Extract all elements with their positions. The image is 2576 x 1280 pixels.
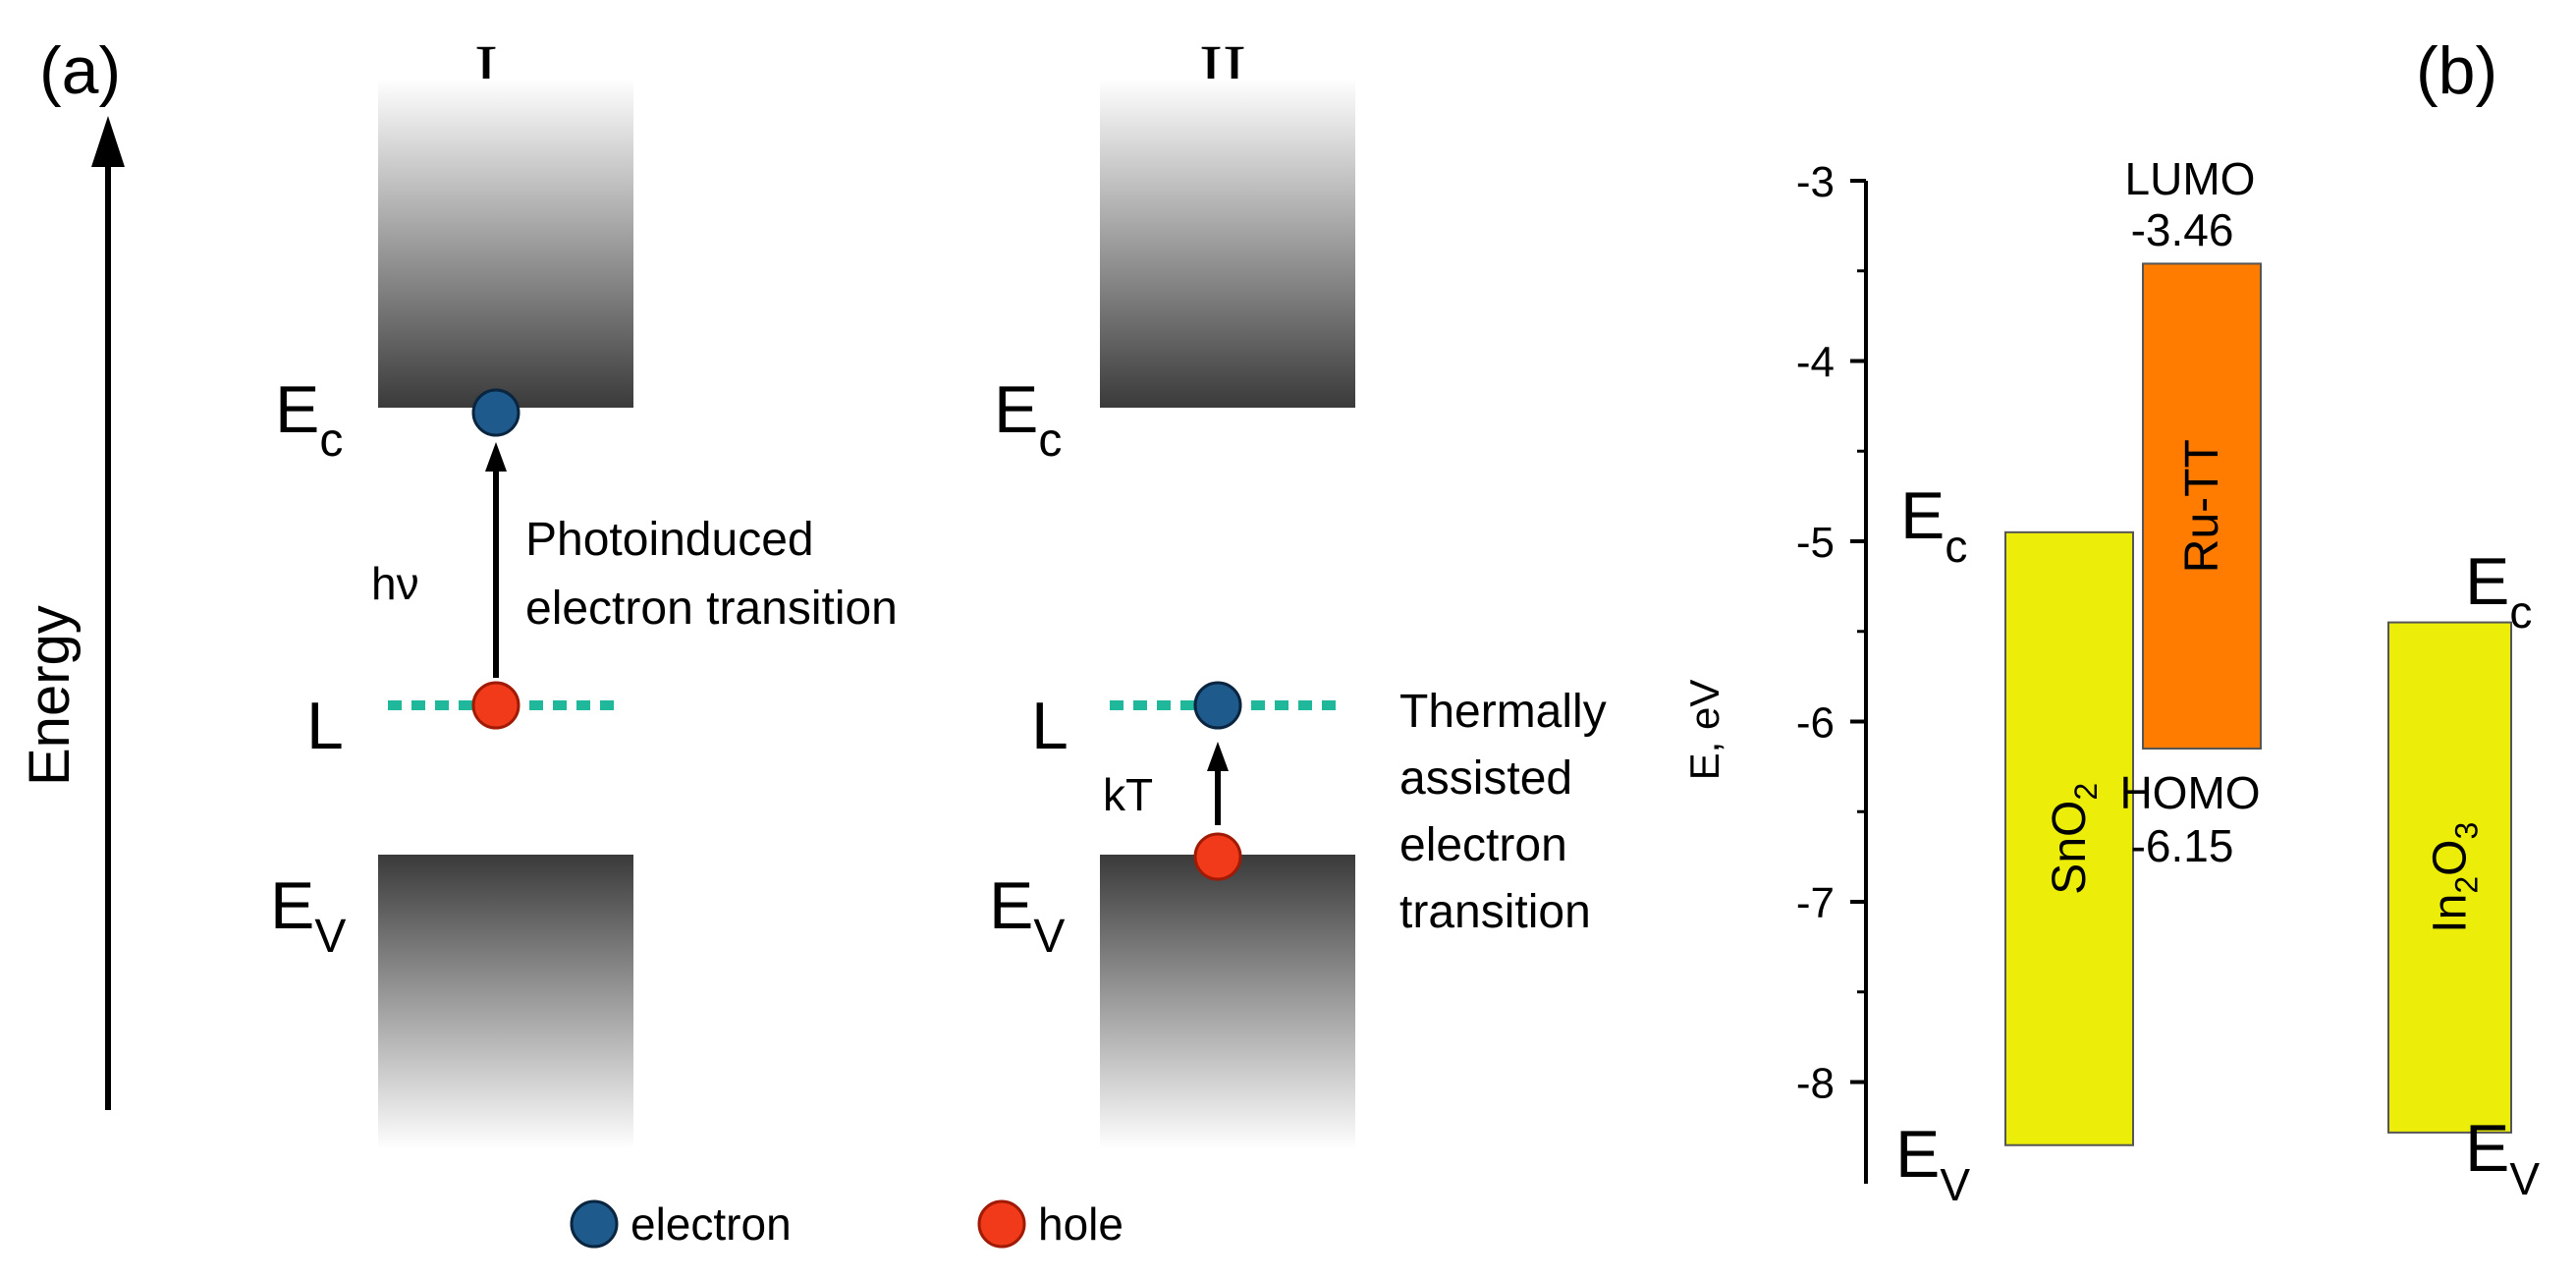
in2o3-ev-label: EV	[2465, 1111, 2540, 1204]
y-tick-label: -5	[1796, 519, 1835, 567]
mechanism-II-desc-line1: Thermally	[1399, 686, 1607, 738]
in2o3-ec-label: Ec	[2465, 544, 2532, 638]
energy-bar-label: SnO2	[2044, 783, 2104, 895]
mechanism-I-valence-band	[378, 855, 633, 1149]
mechanism-I-level-label: L	[306, 689, 344, 763]
mechanism-II-ev-label: EV	[989, 868, 1065, 963]
mechanism-II-transition-arrowhead	[1207, 742, 1229, 771]
energy-bar-sno2	[2004, 530, 2134, 1146]
y-tick-label: -6	[1796, 699, 1835, 748]
energy-bar-label: In2O3	[2425, 822, 2485, 933]
mechanism-I-ec-label: Ec	[275, 372, 343, 467]
lumo-value: -3.46	[2131, 204, 2234, 255]
homo-label: HOMO	[2119, 767, 2260, 818]
mechanism-II-level-label: L	[1031, 689, 1069, 763]
sno2-ev-label: EV	[1895, 1117, 1970, 1210]
mechanism-II-conduction-band	[1100, 79, 1355, 408]
mechanism-I-hole-icon	[471, 681, 521, 730]
legend-hole-label: hole	[1038, 1198, 1124, 1250]
y-tick-label: -7	[1796, 879, 1835, 927]
mechanism-I-electron-icon	[471, 388, 521, 437]
energy-axis-label: Energy	[18, 605, 82, 786]
mechanism-II-thermal-label: kT	[1103, 769, 1153, 820]
panel-b-label: (b)	[2416, 33, 2497, 108]
mechanism-II-electron-icon	[1193, 681, 1242, 730]
mechanism-II-hole-icon	[1193, 832, 1242, 881]
y-tick-label: -3	[1796, 158, 1835, 206]
legend-hole-icon	[977, 1199, 1026, 1249]
y-tick-label: -8	[1796, 1060, 1835, 1108]
panel-a-label: (a)	[39, 33, 121, 108]
mechanism-II-valence-band	[1100, 855, 1355, 1149]
mechanism-I-photon-label: hν	[371, 558, 419, 609]
sno2-ec-label: Ec	[1900, 478, 1967, 572]
y-axis-ticks: -3 -4 -5 -6 -7 -8	[1796, 158, 1866, 1108]
mechanism-I-conduction-band	[378, 79, 633, 408]
energy-bar-label: Ru-TT	[2176, 439, 2228, 573]
energy-bar-ru-tt	[2142, 262, 2262, 751]
homo-value: -6.15	[2131, 820, 2234, 871]
y-tick-label: -4	[1796, 339, 1835, 387]
energy-bar-in2	[2387, 621, 2512, 1134]
mechanism-II-ec-label: Ec	[994, 372, 1062, 467]
mechanism-I-desc-line1: Photoinduced	[525, 514, 814, 566]
energy-axis-arrowhead	[91, 116, 125, 167]
mechanism-II-desc-line4: transition	[1399, 886, 1591, 938]
mechanism-I-transition-arrowhead	[485, 442, 507, 472]
mechanism-I-desc-line2: electron transition	[525, 583, 898, 635]
mechanism-II-desc-line3: electron	[1399, 819, 1567, 871]
panel-b-ylabel: E, eV	[1681, 680, 1727, 781]
energy-bars: SnO2 Ru-TT In2O3	[2004, 262, 2512, 1146]
legend-electron-label: electron	[630, 1198, 792, 1250]
lumo-label: LUMO	[2125, 153, 2256, 204]
legend-electron-icon	[570, 1199, 619, 1249]
mechanism-I-ev-label: EV	[270, 868, 346, 963]
mechanism-II-desc-line2: assisted	[1399, 752, 1572, 805]
